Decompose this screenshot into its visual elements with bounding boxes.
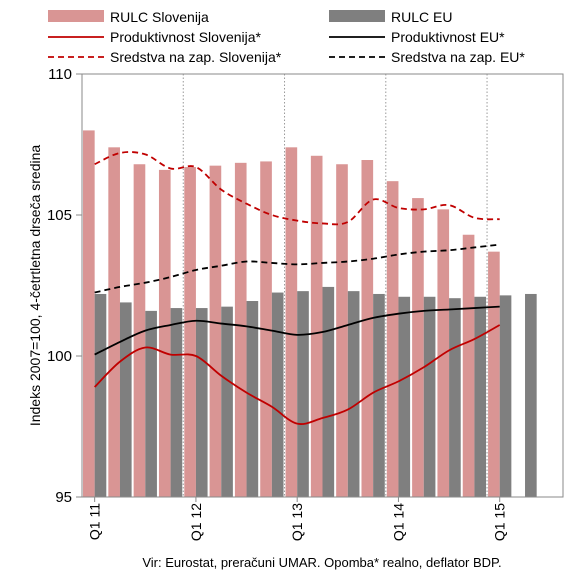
bar-rulc-eu <box>322 286 335 497</box>
bar-rulc-eu <box>170 308 183 497</box>
bar-rulc-slovenija <box>133 164 146 498</box>
x-tick-label: Q1 12 <box>188 503 204 541</box>
legend-label: Produktivnost EU* <box>391 29 505 45</box>
y-axis-label: Indeks 2007=100, 4-četrtletna drseča sre… <box>27 145 43 427</box>
series-line <box>94 305 500 356</box>
bar-rulc-slovenija <box>158 169 171 497</box>
bar-rulc-slovenija <box>336 164 348 498</box>
plot-border <box>81 73 564 498</box>
legend-label: RULC Slovenija <box>110 9 209 25</box>
legend-label: RULC EU <box>391 9 452 25</box>
bar-rulc-slovenija <box>234 162 247 497</box>
bar-rulc-eu <box>221 306 233 497</box>
y-tick-label: 100 <box>47 348 72 365</box>
bar-rulc-eu <box>246 301 259 497</box>
bar-rulc-eu <box>195 308 208 497</box>
bar-rulc-eu <box>474 296 487 497</box>
x-tick-label: Q1 13 <box>289 503 305 541</box>
legend-label: Sredstva na zap. Slovenija* <box>110 49 282 65</box>
x-tick-label: Q1 15 <box>492 503 508 541</box>
bar-rulc-slovenija <box>184 167 196 497</box>
bar-rulc-eu <box>525 293 537 497</box>
bar-rulc-eu <box>423 296 436 497</box>
series-line <box>94 151 500 226</box>
x-tick-label: Q1 11 <box>87 503 103 540</box>
bar-rulc-eu <box>297 291 309 497</box>
bar-rulc-slovenija <box>310 155 323 497</box>
bar-rulc-eu <box>373 293 385 497</box>
y-tick-label: 105 <box>47 207 72 224</box>
bar-rulc-slovenija <box>462 234 475 498</box>
bar-rulc-slovenija <box>83 130 95 497</box>
x-tick-label: Q1 14 <box>390 503 406 541</box>
legend-swatch <box>329 10 385 22</box>
bar-rulc-slovenija <box>209 165 222 497</box>
bar-rulc-eu <box>398 296 411 497</box>
bar-rulc-slovenija <box>108 147 120 497</box>
series-line <box>94 324 501 425</box>
bar-rulc-slovenija <box>361 160 374 497</box>
bar-rulc-slovenija <box>285 147 298 497</box>
bar-rulc-slovenija <box>488 251 500 497</box>
y-tick-label: 95 <box>55 489 72 506</box>
bar-rulc-eu <box>271 292 284 497</box>
y-tick-label: 110 <box>48 66 72 83</box>
bar-rulc-slovenija <box>386 181 399 497</box>
legend-swatch <box>48 10 104 22</box>
bar-rulc-eu <box>347 291 360 497</box>
bar-rulc-eu <box>499 295 512 497</box>
series-line <box>94 243 500 294</box>
legend-label: Produktivnost Slovenija* <box>110 29 262 45</box>
bar-rulc-eu <box>449 298 461 497</box>
bar-rulc-eu <box>119 302 132 497</box>
legend-label: Sredstva na zap. EU* <box>391 49 525 65</box>
source-footnote: Vir: Eurostat, preračuni UMAR. Opomba* r… <box>142 555 501 570</box>
bar-rulc-slovenija <box>412 198 424 497</box>
bar-rulc-eu <box>94 293 107 497</box>
bar-rulc-eu <box>145 310 157 497</box>
